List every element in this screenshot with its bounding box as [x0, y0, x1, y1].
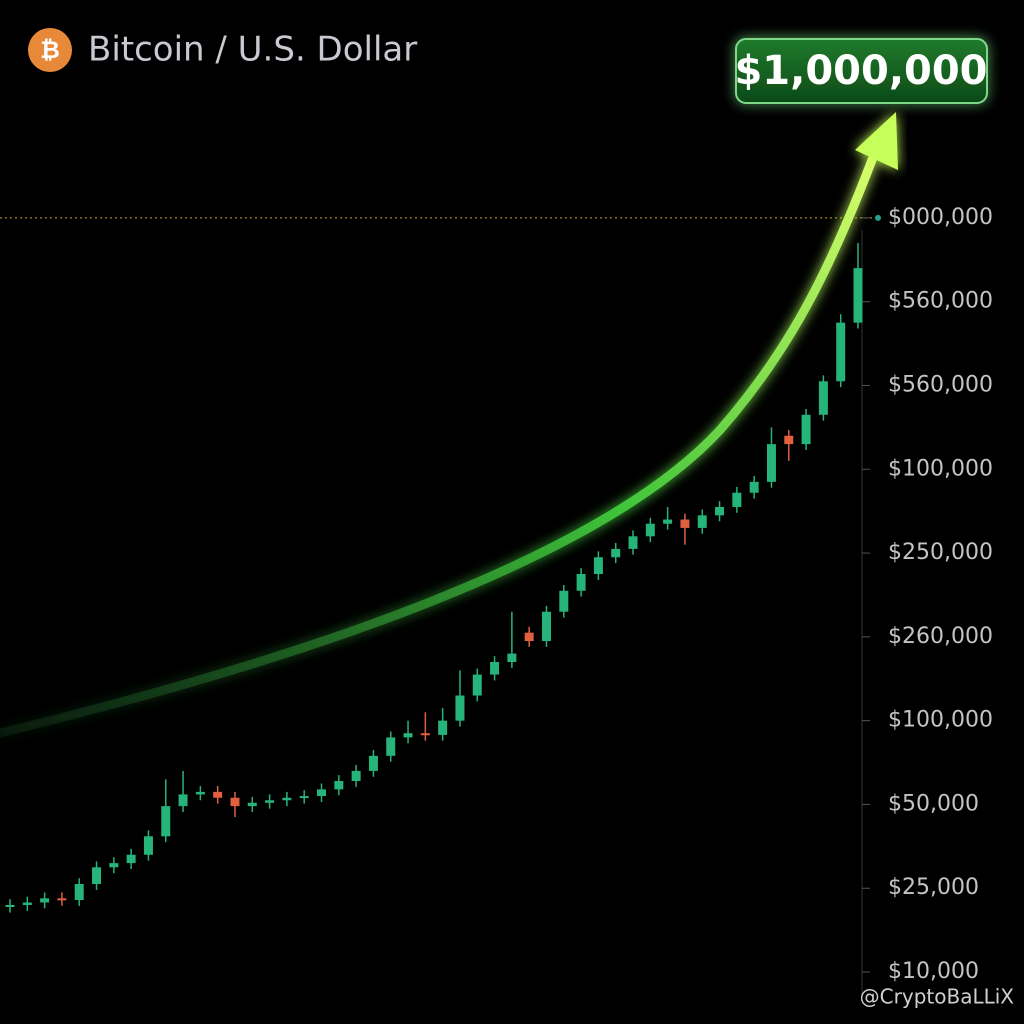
target-box	[735, 38, 988, 104]
candle-body	[818, 381, 828, 415]
candle-body	[490, 661, 500, 675]
icon-glyph: ₿	[40, 36, 60, 64]
candle-body	[576, 574, 586, 591]
candle-body	[161, 806, 171, 837]
y-tick-label: $560,000	[888, 289, 993, 314]
candle-body	[593, 557, 603, 575]
candle-body	[403, 733, 413, 738]
candle-body	[732, 492, 742, 507]
candle-body	[628, 536, 638, 549]
candle-body	[178, 794, 188, 807]
plot	[0, 214, 881, 913]
candle-body	[143, 836, 153, 855]
candle-body	[126, 854, 136, 864]
candle-body	[697, 515, 707, 528]
candle-body	[299, 796, 309, 799]
candle-body	[801, 414, 811, 445]
candle-body	[749, 481, 759, 493]
candle-body	[420, 733, 430, 736]
trend-arrow	[0, 155, 877, 738]
y-tick-label: $100,000	[888, 456, 993, 481]
candle-body	[645, 523, 655, 537]
candle-body	[109, 863, 119, 868]
candle-body	[438, 720, 448, 735]
candle-body	[265, 800, 275, 803]
candle-body	[368, 755, 378, 771]
candle-body	[57, 898, 67, 901]
candle-body	[386, 737, 396, 756]
candle-body	[247, 802, 257, 807]
candle-body	[715, 506, 725, 516]
bitcoin-icon	[28, 28, 72, 72]
y-tick-label: $100,000	[888, 708, 993, 733]
candle-body	[195, 791, 205, 795]
y-tick-label: $000,000	[888, 205, 993, 230]
candle-body	[680, 519, 690, 528]
y-tick-label: $10,000	[888, 959, 979, 984]
watermark: @CryptoBaLLiX	[860, 985, 1015, 1009]
candle-body	[317, 789, 327, 797]
y-tick-label: $560,000	[888, 372, 993, 397]
y-tick-label: $250,000	[888, 540, 993, 565]
candle-body	[455, 695, 465, 721]
candle-body	[92, 867, 102, 885]
target-label: $1,000,000	[734, 48, 987, 94]
candle-body	[5, 905, 15, 908]
price-dot	[875, 214, 881, 221]
candle-body	[40, 898, 50, 903]
chart-title: Bitcoin / U.S. Dollar	[88, 30, 417, 70]
candle-body	[334, 780, 344, 790]
candle-body	[213, 791, 223, 798]
candle-body	[472, 674, 482, 696]
candle-body	[74, 884, 84, 900]
candle-body	[282, 797, 292, 801]
candle-body	[663, 519, 673, 524]
y-tick-label: $25,000	[888, 875, 979, 900]
y-tick-label: $50,000	[888, 791, 979, 816]
candle-body	[351, 770, 361, 781]
candle-body	[507, 653, 517, 662]
candle-body	[559, 590, 569, 612]
candle-body	[524, 632, 534, 642]
candle-body	[766, 444, 776, 482]
candle-body	[611, 548, 621, 558]
candle-body	[22, 902, 32, 906]
candle-body	[541, 611, 551, 642]
y-tick-label: $260,000	[888, 624, 993, 649]
candle-body	[784, 435, 794, 445]
candle-body	[230, 797, 240, 807]
candle-body	[836, 322, 846, 382]
candle-body	[853, 268, 863, 323]
arrow-head	[855, 112, 898, 170]
